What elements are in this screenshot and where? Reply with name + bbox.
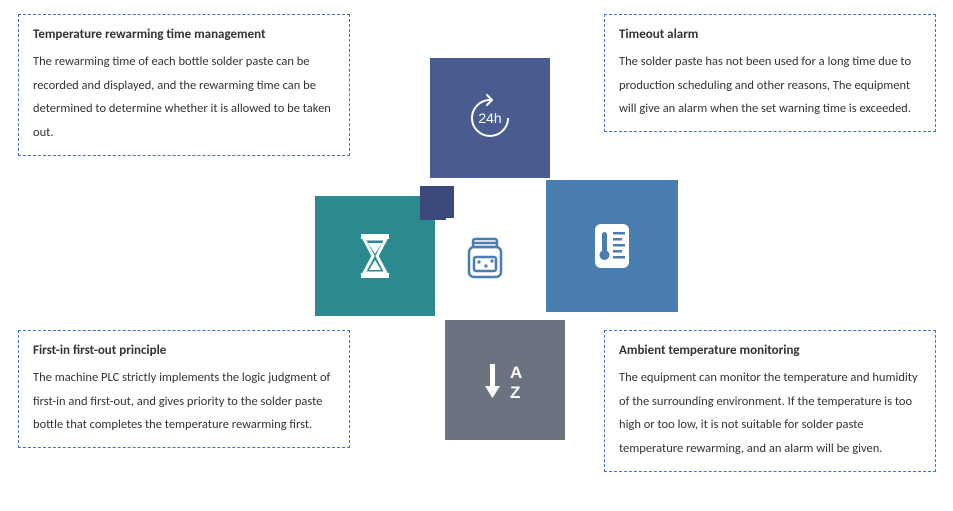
tile-bottom: A Z (445, 320, 565, 440)
svg-text:A: A (510, 363, 522, 382)
tile-small (420, 186, 454, 220)
box-bottom-left-title: First-in first-out principle (33, 341, 335, 362)
box-top-right-title: Timeout alarm (619, 25, 921, 46)
hourglass-icon (355, 232, 395, 280)
box-bottom-right-title: Ambient temperature monitoring (619, 341, 921, 362)
box-top-right-body: The solder paste has not been used for a… (619, 50, 921, 121)
clock-24h-icon: 24h (462, 90, 518, 146)
thermometer-icon (589, 220, 635, 272)
box-top-left: Temperature rewarming time management Th… (18, 14, 350, 156)
box-bottom-right-body: The equipment can monitor the temperatur… (619, 366, 921, 461)
box-bottom-left-body: The machine PLC strictly implements the … (33, 366, 335, 437)
box-top-left-title: Temperature rewarming time management (33, 25, 335, 46)
box-bottom-right: Ambient temperature monitoring The equip… (604, 330, 936, 472)
tile-right (546, 180, 678, 312)
box-top-left-body: The rewarming time of each bottle solder… (33, 50, 335, 145)
tile-center (446, 218, 524, 296)
tile-left (315, 196, 435, 316)
box-top-right: Timeout alarm The solder paste has not b… (604, 14, 936, 132)
box-bottom-left: First-in first-out principle The machine… (18, 330, 350, 448)
sort-az-icon: A Z (480, 358, 530, 402)
jar-icon (463, 233, 507, 281)
svg-text:24h: 24h (478, 110, 501, 126)
svg-text:Z: Z (510, 383, 520, 402)
tile-top: 24h (430, 58, 550, 178)
